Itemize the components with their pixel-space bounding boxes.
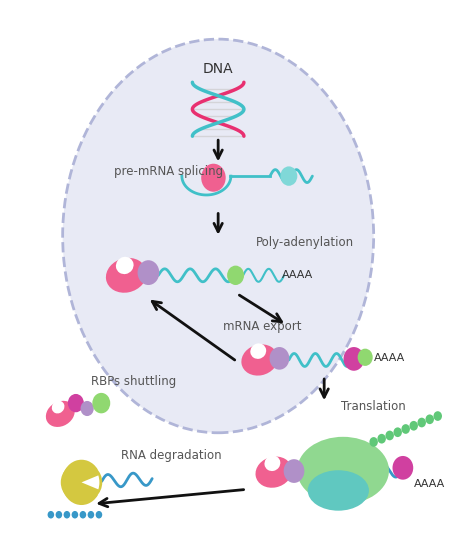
Circle shape — [80, 511, 86, 519]
Circle shape — [401, 424, 410, 434]
Text: DNA: DNA — [203, 62, 234, 76]
Ellipse shape — [63, 39, 374, 433]
Circle shape — [392, 456, 413, 480]
Text: pre-mRNA splicing: pre-mRNA splicing — [115, 165, 224, 178]
Circle shape — [68, 394, 84, 412]
Circle shape — [137, 260, 159, 285]
Circle shape — [357, 349, 373, 366]
Circle shape — [344, 347, 364, 371]
Circle shape — [369, 437, 378, 447]
Circle shape — [92, 393, 110, 414]
Ellipse shape — [297, 437, 389, 504]
Ellipse shape — [250, 344, 266, 359]
Wedge shape — [82, 475, 100, 489]
Ellipse shape — [46, 401, 75, 427]
Circle shape — [283, 459, 304, 483]
Text: AAAA: AAAA — [374, 353, 405, 363]
Circle shape — [88, 511, 94, 519]
Text: Translation: Translation — [341, 401, 405, 414]
Circle shape — [270, 347, 289, 370]
Ellipse shape — [52, 401, 64, 414]
Text: RBPs shuttling: RBPs shuttling — [91, 375, 176, 388]
Circle shape — [227, 266, 244, 285]
Circle shape — [64, 511, 70, 519]
Circle shape — [410, 421, 418, 430]
Text: mRNA export: mRNA export — [223, 320, 301, 333]
Circle shape — [385, 430, 394, 440]
Circle shape — [81, 401, 94, 416]
Circle shape — [377, 434, 386, 443]
Ellipse shape — [241, 344, 278, 376]
Circle shape — [47, 511, 54, 519]
Text: AAAA: AAAA — [414, 479, 445, 489]
Text: Poly-adenylation: Poly-adenylation — [256, 236, 354, 249]
Ellipse shape — [106, 258, 146, 293]
Circle shape — [280, 166, 297, 186]
Ellipse shape — [116, 257, 134, 274]
Wedge shape — [62, 460, 98, 505]
Ellipse shape — [308, 470, 369, 511]
Text: AAAA: AAAA — [282, 270, 313, 280]
Circle shape — [418, 418, 426, 428]
Circle shape — [96, 511, 102, 519]
Circle shape — [393, 428, 402, 437]
Text: RNA degradation: RNA degradation — [121, 449, 221, 462]
Circle shape — [55, 511, 62, 519]
Circle shape — [201, 164, 226, 192]
Circle shape — [434, 411, 442, 421]
Circle shape — [72, 511, 78, 519]
Ellipse shape — [61, 462, 102, 502]
Ellipse shape — [255, 456, 292, 488]
Circle shape — [426, 415, 434, 424]
Ellipse shape — [264, 455, 280, 471]
